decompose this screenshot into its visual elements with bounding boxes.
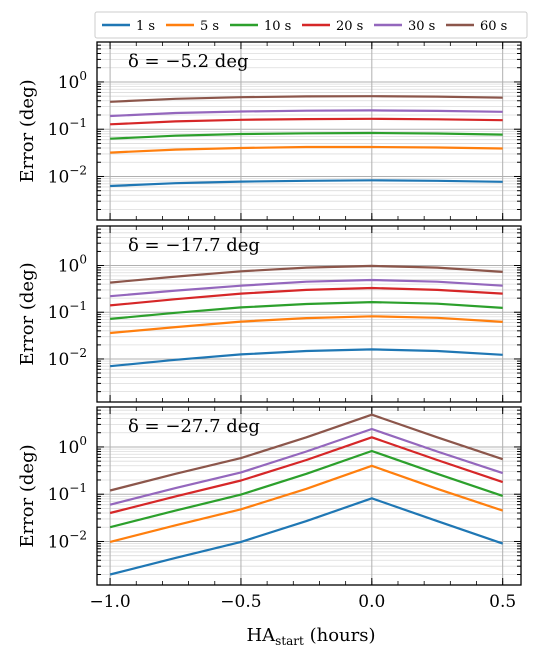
series-line-10s [109,301,503,320]
series-line-1s [109,497,504,576]
x-tick-label: 0.5 [489,592,516,612]
series-line-5s [110,145,503,154]
series-line-60s [109,264,503,284]
panel-dec-27-7: 10−2 10−1 100 Error (deg) δ = −27.7 deg −1.0 −… [17,406,522,612]
y-tick-label: 10−2 [48,163,87,187]
y-tick-label: 100 [58,252,87,276]
panel-dec-5-2: 10−2 10−1 100 Error (deg) δ = −5.2 deg [17,41,522,221]
x-axis-label-main: HA [246,625,276,646]
series-line-5s [109,464,504,543]
series-line-1s [110,179,503,188]
plot-frame [96,406,522,586]
legend-label-1: 5 s [200,19,219,34]
y-tick-label: 10−2 [48,346,87,370]
y-axis-label: Error (deg) [17,444,38,547]
y-tick-label: 10−1 [48,299,87,323]
x-tick-label: −1.0 [89,592,130,612]
legend: 1 s 5 s 10 s 20 s 30 s 60 s [94,11,528,39]
panel-annotation: δ = −27.7 deg [128,416,260,437]
panel-annotation: δ = −17.7 deg [128,235,260,256]
series-line-10s [110,131,503,140]
legend-label-4: 30 s [408,19,435,34]
panel-annotation: δ = −5.2 deg [128,51,249,72]
y-tick-label: 10−2 [48,528,87,552]
y-tick-label: 10−1 [48,116,87,140]
legend-label-5: 60 s [480,19,507,34]
panel-dec-17-7: 10−2 10−1 100 Error (deg) δ = −17.7 deg [17,225,522,403]
series-line-10s [109,449,504,529]
series-line-30s [110,109,503,118]
series-line-20s [109,286,503,307]
y-tick-label: 100 [58,434,87,458]
x-tick-label: 0.0 [358,592,385,612]
series-line-30s [109,427,504,506]
plot-frame [96,41,522,221]
series-line-20s [110,117,503,126]
x-axis-label: HAstart (hours) [246,625,375,648]
legend-label-3: 20 s [336,19,363,34]
series-line-60s [109,413,504,492]
x-axis-label-sub: start [275,634,304,648]
y-axis-label: Error (deg) [17,79,38,182]
series-line-1s [109,348,503,368]
x-tick-label: −0.5 [220,592,261,612]
y-axis-label: Error (deg) [17,262,38,365]
series-line-5s [110,315,503,335]
legend-label-0: 1 s [136,19,155,34]
series-line-60s [110,95,503,103]
plot-frame [96,225,522,403]
x-axis-label-rest: (hours) [304,625,376,646]
series-line-20s [109,436,504,515]
y-tick-label: 10−1 [48,481,87,505]
y-tick-label: 100 [58,69,87,93]
legend-label-2: 10 s [264,19,291,34]
series-line-30s [110,278,503,298]
